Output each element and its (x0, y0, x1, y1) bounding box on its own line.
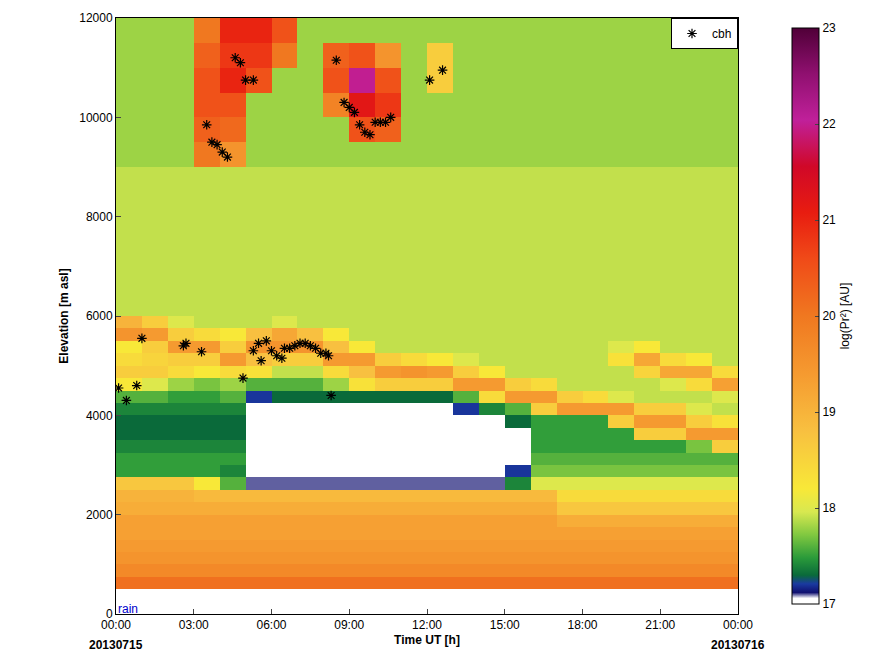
svg-text:00:00: 00:00 (101, 618, 131, 632)
svg-text:12:00: 12:00 (412, 618, 442, 632)
svg-text:00:00: 00:00 (723, 618, 753, 632)
svg-text:19: 19 (822, 405, 836, 419)
svg-text:17: 17 (822, 597, 836, 611)
svg-text:03:00: 03:00 (179, 618, 209, 632)
svg-text:20130716: 20130716 (711, 638, 765, 652)
svg-text:09:00: 09:00 (334, 618, 364, 632)
svg-text:20130715: 20130715 (89, 638, 143, 652)
svg-text:8000: 8000 (86, 210, 113, 224)
svg-text:2000: 2000 (86, 508, 113, 522)
svg-text:18: 18 (822, 501, 836, 515)
svg-text:12000: 12000 (79, 11, 113, 25)
svg-text:23: 23 (822, 21, 836, 35)
svg-text:Time UT [h]: Time UT [h] (394, 633, 460, 647)
svg-text:0: 0 (106, 607, 113, 621)
svg-text:18:00: 18:00 (567, 618, 597, 632)
svg-text:cbh: cbh (712, 27, 731, 41)
svg-text:Elevation [m asl]: Elevation [m asl] (57, 268, 71, 363)
svg-text:6000: 6000 (86, 309, 113, 323)
svg-text:20: 20 (822, 309, 836, 323)
svg-text:4000: 4000 (86, 409, 113, 423)
svg-text:21:00: 21:00 (645, 618, 675, 632)
svg-text:21: 21 (822, 213, 836, 227)
svg-text:log(Pr²) [AU]: log(Pr²) [AU] (838, 283, 852, 350)
svg-text:06:00: 06:00 (256, 618, 286, 632)
svg-text:22: 22 (822, 117, 836, 131)
svg-text:10000: 10000 (79, 111, 113, 125)
svg-text:rain: rain (118, 602, 138, 616)
svg-text:15:00: 15:00 (490, 618, 520, 632)
